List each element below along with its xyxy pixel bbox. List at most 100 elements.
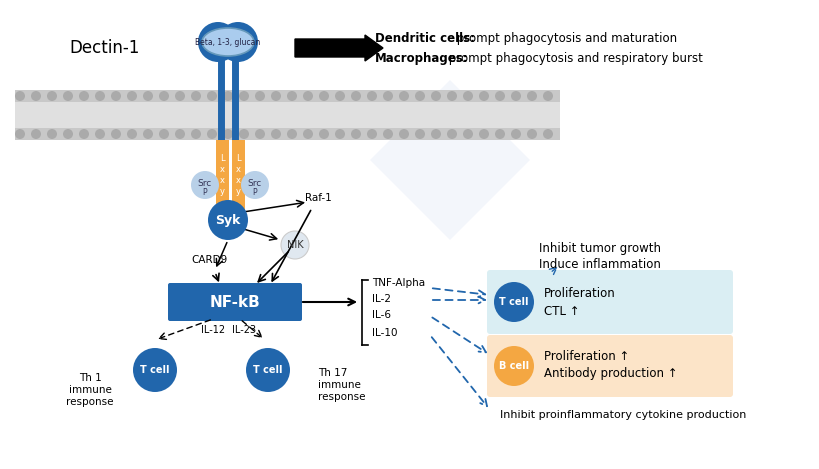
Text: IL-10: IL-10 bbox=[372, 328, 397, 338]
Circle shape bbox=[241, 171, 269, 199]
Bar bbox=[215, 140, 229, 210]
Circle shape bbox=[382, 129, 392, 139]
Text: Th 1
immune
response: Th 1 immune response bbox=[66, 373, 114, 407]
Text: Induce inflammation: Induce inflammation bbox=[538, 257, 660, 271]
Circle shape bbox=[495, 129, 505, 139]
Circle shape bbox=[191, 129, 201, 139]
Circle shape bbox=[143, 91, 153, 101]
Text: Th 17
immune
response: Th 17 immune response bbox=[318, 369, 365, 401]
Circle shape bbox=[399, 91, 409, 101]
Circle shape bbox=[238, 129, 249, 139]
Text: prompt phagocytosis and respiratory burst: prompt phagocytosis and respiratory burs… bbox=[445, 52, 702, 65]
Text: NF-kB: NF-kB bbox=[210, 295, 260, 310]
Circle shape bbox=[527, 129, 536, 139]
Circle shape bbox=[111, 129, 121, 139]
Circle shape bbox=[493, 282, 533, 322]
Circle shape bbox=[351, 91, 360, 101]
Text: prompt phagocytosis and maturation: prompt phagocytosis and maturation bbox=[452, 31, 676, 45]
Circle shape bbox=[159, 91, 169, 101]
Text: B cell: B cell bbox=[498, 361, 528, 371]
Circle shape bbox=[270, 91, 281, 101]
Text: T cell: T cell bbox=[499, 297, 528, 307]
Text: IL-12: IL-12 bbox=[201, 325, 224, 335]
Text: T cell: T cell bbox=[253, 365, 283, 375]
Circle shape bbox=[367, 129, 377, 139]
Circle shape bbox=[335, 91, 345, 101]
Text: P: P bbox=[252, 188, 257, 197]
Circle shape bbox=[246, 348, 290, 392]
Circle shape bbox=[31, 129, 41, 139]
Circle shape bbox=[446, 129, 456, 139]
Circle shape bbox=[127, 91, 137, 101]
Circle shape bbox=[478, 91, 488, 101]
Circle shape bbox=[367, 91, 377, 101]
Circle shape bbox=[270, 129, 281, 139]
Circle shape bbox=[111, 91, 121, 101]
FancyBboxPatch shape bbox=[486, 270, 732, 334]
FancyBboxPatch shape bbox=[486, 335, 732, 397]
Circle shape bbox=[238, 91, 249, 101]
Circle shape bbox=[431, 129, 441, 139]
Circle shape bbox=[319, 129, 328, 139]
Circle shape bbox=[319, 91, 328, 101]
Circle shape bbox=[174, 129, 185, 139]
Circle shape bbox=[206, 129, 217, 139]
Circle shape bbox=[542, 129, 552, 139]
Circle shape bbox=[159, 129, 169, 139]
Text: IL-2: IL-2 bbox=[372, 294, 391, 304]
Circle shape bbox=[191, 171, 219, 199]
FancyBboxPatch shape bbox=[168, 283, 301, 321]
Polygon shape bbox=[369, 80, 529, 240]
Text: Dectin-1: Dectin-1 bbox=[70, 39, 140, 57]
Bar bbox=[15, 102, 559, 128]
Circle shape bbox=[223, 91, 233, 101]
Text: CARD9: CARD9 bbox=[192, 255, 228, 265]
Circle shape bbox=[63, 129, 73, 139]
Circle shape bbox=[206, 91, 217, 101]
Circle shape bbox=[527, 91, 536, 101]
Circle shape bbox=[446, 91, 456, 101]
Circle shape bbox=[127, 129, 137, 139]
Text: Inhibit proinflammatory cytokine production: Inhibit proinflammatory cytokine product… bbox=[500, 410, 745, 420]
Circle shape bbox=[79, 91, 89, 101]
Circle shape bbox=[431, 91, 441, 101]
Ellipse shape bbox=[201, 28, 254, 56]
Text: P: P bbox=[202, 188, 207, 197]
Text: Raf-1: Raf-1 bbox=[304, 193, 331, 203]
Circle shape bbox=[191, 91, 201, 101]
Text: CTL ↑: CTL ↑ bbox=[543, 304, 579, 318]
Text: Inhibit tumor growth: Inhibit tumor growth bbox=[538, 242, 660, 255]
Circle shape bbox=[287, 91, 296, 101]
Text: Dendritic cells:: Dendritic cells: bbox=[374, 31, 474, 45]
Text: IL-23: IL-23 bbox=[232, 325, 256, 335]
Text: Macrophages:: Macrophages: bbox=[374, 52, 468, 65]
Circle shape bbox=[303, 91, 313, 101]
Circle shape bbox=[382, 91, 392, 101]
Circle shape bbox=[218, 22, 258, 62]
Circle shape bbox=[414, 91, 424, 101]
Circle shape bbox=[414, 129, 424, 139]
Circle shape bbox=[478, 129, 488, 139]
Circle shape bbox=[510, 129, 520, 139]
Circle shape bbox=[510, 91, 520, 101]
Circle shape bbox=[95, 129, 105, 139]
Circle shape bbox=[281, 231, 309, 259]
Circle shape bbox=[15, 129, 25, 139]
Text: Proliferation ↑: Proliferation ↑ bbox=[543, 349, 629, 363]
Circle shape bbox=[174, 91, 185, 101]
FancyArrow shape bbox=[295, 35, 382, 61]
Circle shape bbox=[133, 348, 177, 392]
Text: Src: Src bbox=[247, 179, 262, 188]
Circle shape bbox=[542, 91, 552, 101]
Circle shape bbox=[399, 129, 409, 139]
Circle shape bbox=[335, 129, 345, 139]
Circle shape bbox=[255, 129, 265, 139]
Circle shape bbox=[197, 22, 238, 62]
Circle shape bbox=[79, 129, 89, 139]
Circle shape bbox=[15, 91, 25, 101]
Circle shape bbox=[95, 91, 105, 101]
Circle shape bbox=[463, 91, 473, 101]
Text: L
x
x
y: L x x y bbox=[219, 154, 224, 196]
Circle shape bbox=[351, 129, 360, 139]
Text: TNF-Alpha: TNF-Alpha bbox=[372, 278, 424, 288]
